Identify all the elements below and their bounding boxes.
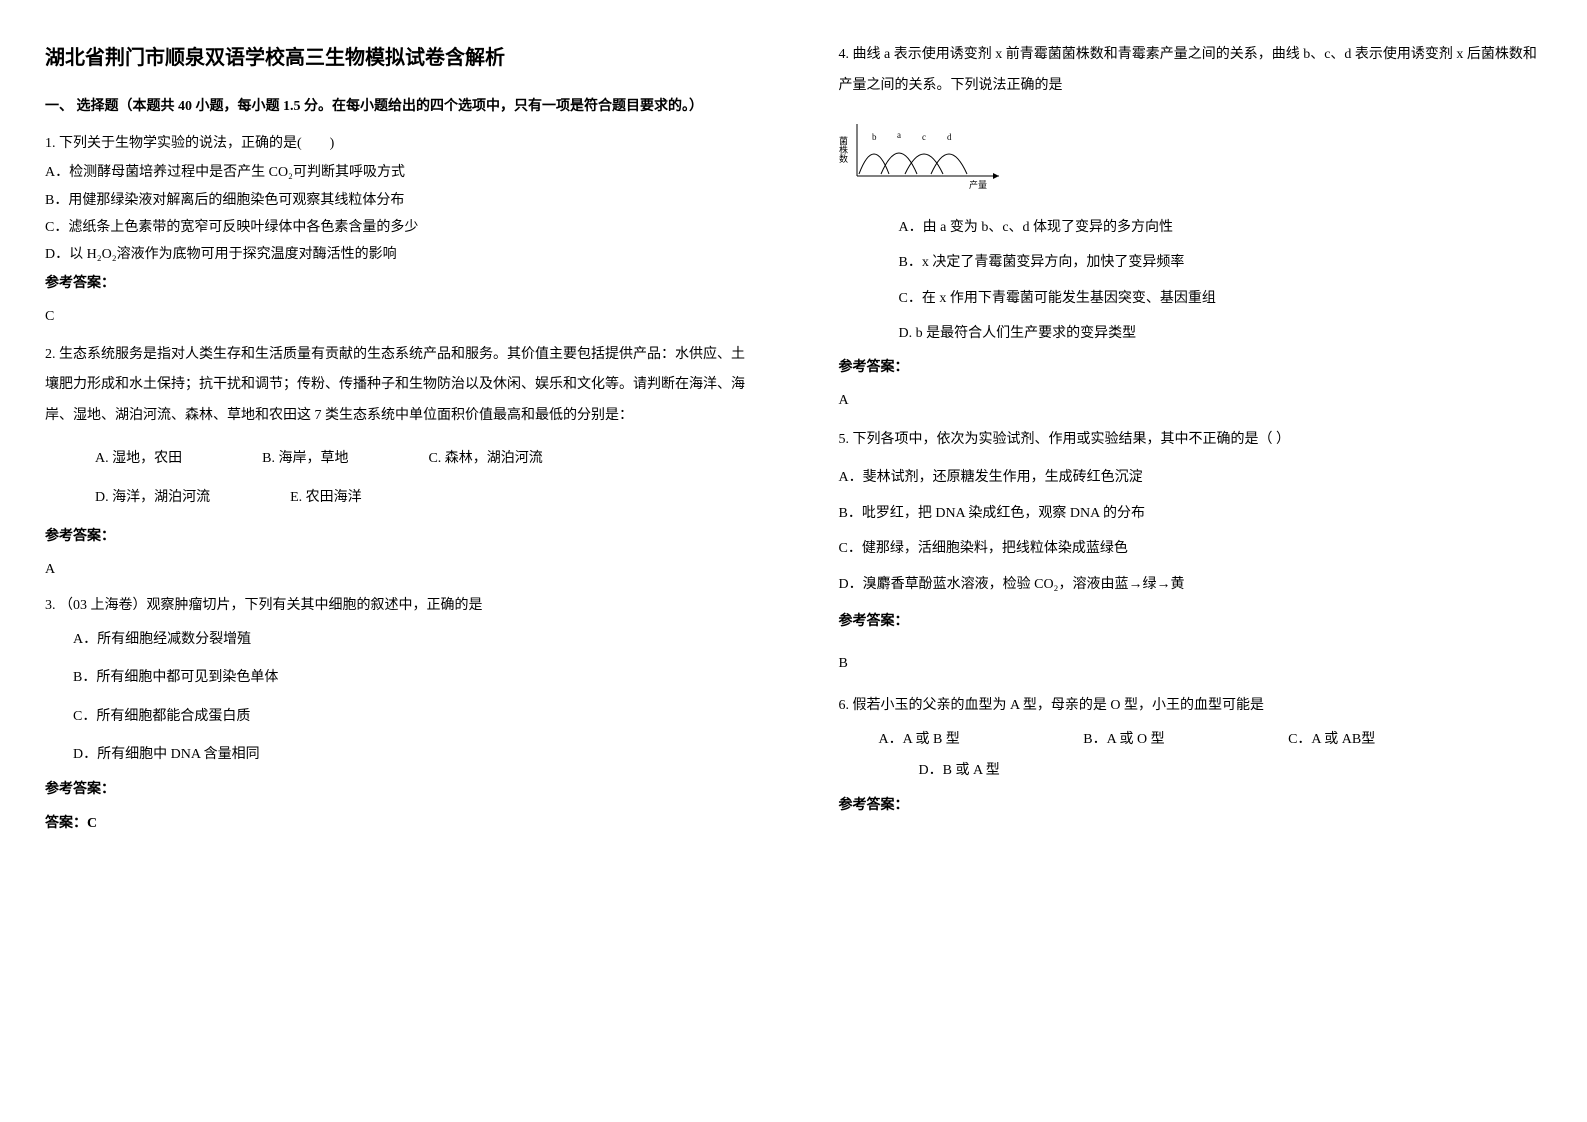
q2-answer-label: 参考答案： bbox=[45, 524, 749, 549]
q5-num: 5. bbox=[839, 432, 850, 447]
svg-text:菌株数: 菌株数 bbox=[839, 135, 848, 164]
q1-option-b: B．用健那绿染液对解离后的细胞染色可观察其线粒体分布 bbox=[45, 188, 749, 213]
q4-num: 4. bbox=[839, 47, 850, 62]
q1-stem: 下列关于生物学实验的说法，正确的是( ) bbox=[59, 136, 334, 151]
svg-text:b: b bbox=[872, 132, 877, 142]
q6-stem: 假若小玉的父亲的血型为 A 型，母亲的是 O 型，小王的血型可能是 bbox=[853, 698, 1264, 713]
q2-num: 2. bbox=[45, 347, 56, 362]
question-3: 3. （03 上海卷）观察肿瘤切片，下列有关其中细胞的叙述中，正确的是 A．所有… bbox=[45, 593, 749, 836]
q4-option-b: B．x 决定了青霉菌变异方向，加快了变异频率 bbox=[899, 246, 1543, 280]
section-1-heading: 一、 选择题（本题共 40 小题，每小题 1.5 分。在每小题给出的四个选项中，… bbox=[45, 94, 749, 119]
q4-option-a: A．由 a 变为 b、c、d 体现了变异的多方向性 bbox=[899, 211, 1543, 245]
q6-num: 6. bbox=[839, 698, 850, 713]
q2-option-b: B. 海岸，草地 bbox=[262, 446, 348, 471]
q3-num: 3. bbox=[45, 598, 56, 613]
q6-option-c: C．A 或 AB型 bbox=[1288, 732, 1375, 747]
q4-option-c: C．在 x 作用下青霉菌可能发生基因突变、基因重组 bbox=[899, 282, 1543, 316]
svg-text:c: c bbox=[922, 132, 926, 142]
q5-answer-label: 参考答案： bbox=[839, 605, 1543, 639]
question-1: 1. 下列关于生物学实验的说法，正确的是( ) A．检测酵母菌培养过程中是否产生… bbox=[45, 131, 749, 329]
q4-chart: 菌株数 产量 b a c d bbox=[839, 116, 1543, 191]
q4-option-d: D. b 是最符合人们生产要求的变异类型 bbox=[899, 317, 1543, 351]
q6-option-d: D．B 或 A 型 bbox=[919, 763, 1000, 778]
svg-text:产量: 产量 bbox=[969, 179, 987, 190]
q2-answer: A bbox=[45, 557, 749, 582]
question-5: 5. 下列各项中，依次为实验试剂、作用或实验结果，其中不正确的是（ ） A．斐林… bbox=[839, 423, 1543, 680]
q2-option-a: A. 湿地，农田 bbox=[95, 446, 182, 471]
q1-answer: C bbox=[45, 304, 749, 329]
q4-answer: A bbox=[839, 388, 1543, 413]
q1-option-d: D．以 H₂O₂溶液作为底物可用于探究温度对酶活性的影响 bbox=[45, 242, 749, 267]
q5-option-d: D．溴麝香草酚蓝水溶液，检验 CO₂，溶液由蓝→绿→黄 bbox=[839, 568, 1543, 602]
q2-option-e: E. 农田海洋 bbox=[290, 485, 362, 510]
page-title: 湖北省荆门市顺泉双语学校高三生物模拟试卷含解析 bbox=[45, 40, 749, 76]
q6-option-a: A．A 或 B 型 bbox=[879, 725, 960, 756]
q4-answer-label: 参考答案： bbox=[839, 355, 1543, 380]
q5-option-a: A．斐林试剂，还原糖发生作用，生成砖红色沉淀 bbox=[839, 461, 1543, 495]
q2-para: 生态系统服务是指对人类生存和生活质量有贡献的生态系统产品和服务。其价值主要包括提… bbox=[45, 347, 745, 424]
q3-option-b: B．所有细胞中都可见到染色单体 bbox=[73, 660, 749, 696]
q3-option-c: C．所有细胞都能合成蛋白质 bbox=[73, 699, 749, 735]
svg-text:a: a bbox=[897, 130, 901, 140]
right-column: 4. 曲线 a 表示使用诱变剂 x 前青霉菌菌株数和青霉素产量之间的关系，曲线 … bbox=[794, 0, 1587, 1122]
q1-option-c: C．滤纸条上色素带的宽窄可反映叶绿体中各色素含量的多少 bbox=[45, 215, 749, 240]
q6-option-b: B．A 或 O 型 bbox=[1083, 725, 1164, 756]
q2-option-c: C. 森林，湖泊河流 bbox=[428, 446, 542, 471]
q5-option-b: B．吡罗红，把 DNA 染成红色，观察 DNA 的分布 bbox=[839, 497, 1543, 531]
q1-option-a: A．检测酵母菌培养过程中是否产生 CO₂可判断其呼吸方式 bbox=[45, 160, 749, 185]
q3-option-d: D．所有细胞中 DNA 含量相同 bbox=[73, 737, 749, 773]
q4-stem: 曲线 a 表示使用诱变剂 x 前青霉菌菌株数和青霉素产量之间的关系，曲线 b、c… bbox=[839, 47, 1537, 93]
question-2: 2. 生态系统服务是指对人类生存和生活质量有贡献的生态系统产品和服务。其价值主要… bbox=[45, 340, 749, 583]
q3-option-a: A．所有细胞经减数分裂增殖 bbox=[73, 622, 749, 658]
svg-text:d: d bbox=[947, 132, 952, 142]
q5-answer: B bbox=[839, 647, 1543, 681]
q5-option-c: C．健那绿，活细胞染料，把线粒体染成蓝绿色 bbox=[839, 532, 1543, 566]
q1-num: 1. bbox=[45, 136, 56, 151]
q5-stem: 下列各项中，依次为实验试剂、作用或实验结果，其中不正确的是（ ） bbox=[853, 432, 1291, 447]
q3-stem: （03 上海卷）观察肿瘤切片，下列有关其中细胞的叙述中，正确的是 bbox=[59, 598, 483, 613]
q1-answer-label: 参考答案： bbox=[45, 271, 749, 296]
question-4: 4. 曲线 a 表示使用诱变剂 x 前青霉菌菌株数和青霉素产量之间的关系，曲线 … bbox=[839, 40, 1543, 413]
q6-answer-label: 参考答案： bbox=[839, 791, 1543, 822]
q3-answer-label: 参考答案： bbox=[45, 777, 749, 802]
q2-option-d: D. 海洋，湖泊河流 bbox=[95, 485, 210, 510]
question-6: 6. 假若小玉的父亲的血型为 A 型，母亲的是 O 型，小王的血型可能是 A．A… bbox=[839, 691, 1543, 822]
q3-answer: 答案：C bbox=[45, 811, 749, 836]
left-column: 湖北省荆门市顺泉双语学校高三生物模拟试卷含解析 一、 选择题（本题共 40 小题… bbox=[0, 0, 794, 1122]
